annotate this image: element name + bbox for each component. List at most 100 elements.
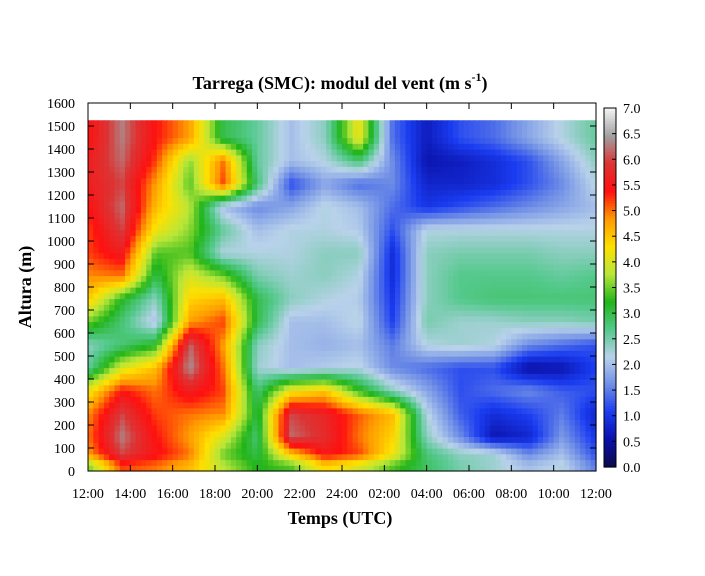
heatmap-cell	[516, 200, 523, 208]
heatmap-cell	[463, 402, 470, 409]
heatmap-cell	[125, 172, 131, 179]
heatmap-cell	[294, 367, 301, 374]
heatmap-cell	[357, 310, 364, 317]
heatmap-cell	[569, 229, 576, 236]
heatmap-cell	[241, 177, 248, 185]
heatmap-cell	[537, 338, 544, 346]
heatmap-cell	[246, 177, 253, 185]
heatmap-cell	[516, 442, 523, 449]
heatmap-cell	[532, 379, 539, 386]
heatmap-cell	[114, 402, 121, 409]
heatmap-cell	[204, 218, 211, 225]
heatmap-cell	[558, 212, 565, 219]
heatmap-cell	[225, 246, 232, 254]
heatmap-cell	[437, 333, 444, 340]
heatmap-cell	[267, 315, 274, 323]
heatmap-cell	[410, 195, 417, 202]
heatmap-cell	[257, 333, 264, 340]
heatmap-cell	[389, 298, 396, 305]
heatmap-cell	[431, 315, 438, 323]
heatmap-cell	[204, 425, 211, 432]
heatmap-cell	[474, 390, 481, 397]
heatmap-cell	[506, 287, 512, 294]
heatmap-cell	[119, 206, 126, 213]
heatmap-cell	[500, 212, 507, 219]
heatmap-cell	[225, 235, 232, 242]
heatmap-cell	[103, 384, 110, 392]
heatmap-cell	[410, 298, 417, 305]
heatmap-cell	[421, 356, 428, 363]
heatmap-cell	[278, 177, 285, 185]
heatmap-cell	[574, 396, 581, 403]
heatmap-cell	[558, 407, 565, 415]
heatmap-cell	[421, 448, 428, 455]
heatmap-cell	[431, 442, 438, 449]
heatmap-cell	[447, 361, 454, 369]
heatmap-cell	[183, 212, 190, 219]
heatmap-cell	[209, 384, 216, 392]
heatmap-cell	[394, 298, 401, 305]
heatmap-cell	[453, 333, 460, 340]
heatmap-cell	[262, 177, 269, 185]
heatmap-cell	[389, 350, 396, 357]
heatmap-cell	[453, 384, 460, 392]
heatmap-cell	[453, 407, 460, 415]
heatmap-cell	[135, 373, 142, 380]
heatmap-cell	[125, 177, 131, 185]
heatmap-cell	[299, 367, 306, 374]
heatmap-cell	[368, 367, 375, 374]
heatmap-cell	[394, 344, 401, 351]
heatmap-cell	[405, 298, 412, 305]
heatmap-cell	[447, 200, 454, 208]
heatmap-cell	[479, 361, 486, 369]
heatmap-cell	[326, 304, 333, 311]
heatmap-cell	[135, 172, 142, 179]
heatmap-cell	[469, 379, 475, 386]
heatmap-cell	[273, 402, 280, 409]
heatmap-cell	[463, 367, 470, 374]
heatmap-cell	[267, 407, 274, 415]
heatmap-cell	[389, 292, 396, 300]
heatmap-cell	[490, 241, 497, 248]
heatmap-cell	[156, 321, 163, 328]
heatmap-cell	[564, 333, 571, 340]
heatmap-cell	[458, 275, 465, 282]
heatmap-cell	[225, 367, 232, 374]
heatmap-cell	[447, 356, 454, 363]
heatmap-cell	[400, 235, 407, 242]
heatmap-cell	[447, 379, 454, 386]
heatmap-cell	[326, 379, 333, 386]
heatmap-cell	[590, 195, 597, 202]
heatmap-cell	[304, 402, 311, 409]
heatmap-cell	[252, 223, 258, 231]
heatmap-cell	[426, 436, 433, 443]
heatmap-cell	[315, 459, 322, 466]
heatmap-cell	[543, 212, 549, 219]
heatmap-cell	[347, 384, 354, 392]
heatmap-cell	[315, 350, 322, 357]
heatmap-cell	[241, 344, 248, 351]
heatmap-cell	[199, 172, 206, 179]
heatmap-cell	[495, 413, 502, 420]
heatmap-cell	[558, 275, 565, 282]
heatmap-cell	[553, 459, 560, 466]
heatmap-cell	[326, 465, 333, 472]
heatmap-cell	[474, 448, 481, 455]
heatmap-cell	[580, 448, 587, 455]
heatmap-cell	[410, 396, 417, 403]
heatmap-cell	[384, 269, 391, 277]
heatmap-cell	[88, 390, 94, 397]
heatmap-cell	[506, 442, 512, 449]
heatmap-cell	[537, 172, 544, 179]
heatmap-cell	[119, 258, 126, 265]
heatmap-cell	[257, 229, 264, 236]
heatmap-cell	[299, 425, 306, 432]
heatmap-cell	[537, 396, 544, 403]
heatmap-cell	[585, 333, 592, 340]
heatmap-cell	[241, 275, 248, 282]
heatmap-cell	[331, 195, 338, 202]
heatmap-cell	[177, 425, 184, 432]
heatmap-cell	[511, 390, 518, 397]
heatmap-cell	[188, 310, 195, 317]
heatmap-cell	[569, 344, 576, 351]
